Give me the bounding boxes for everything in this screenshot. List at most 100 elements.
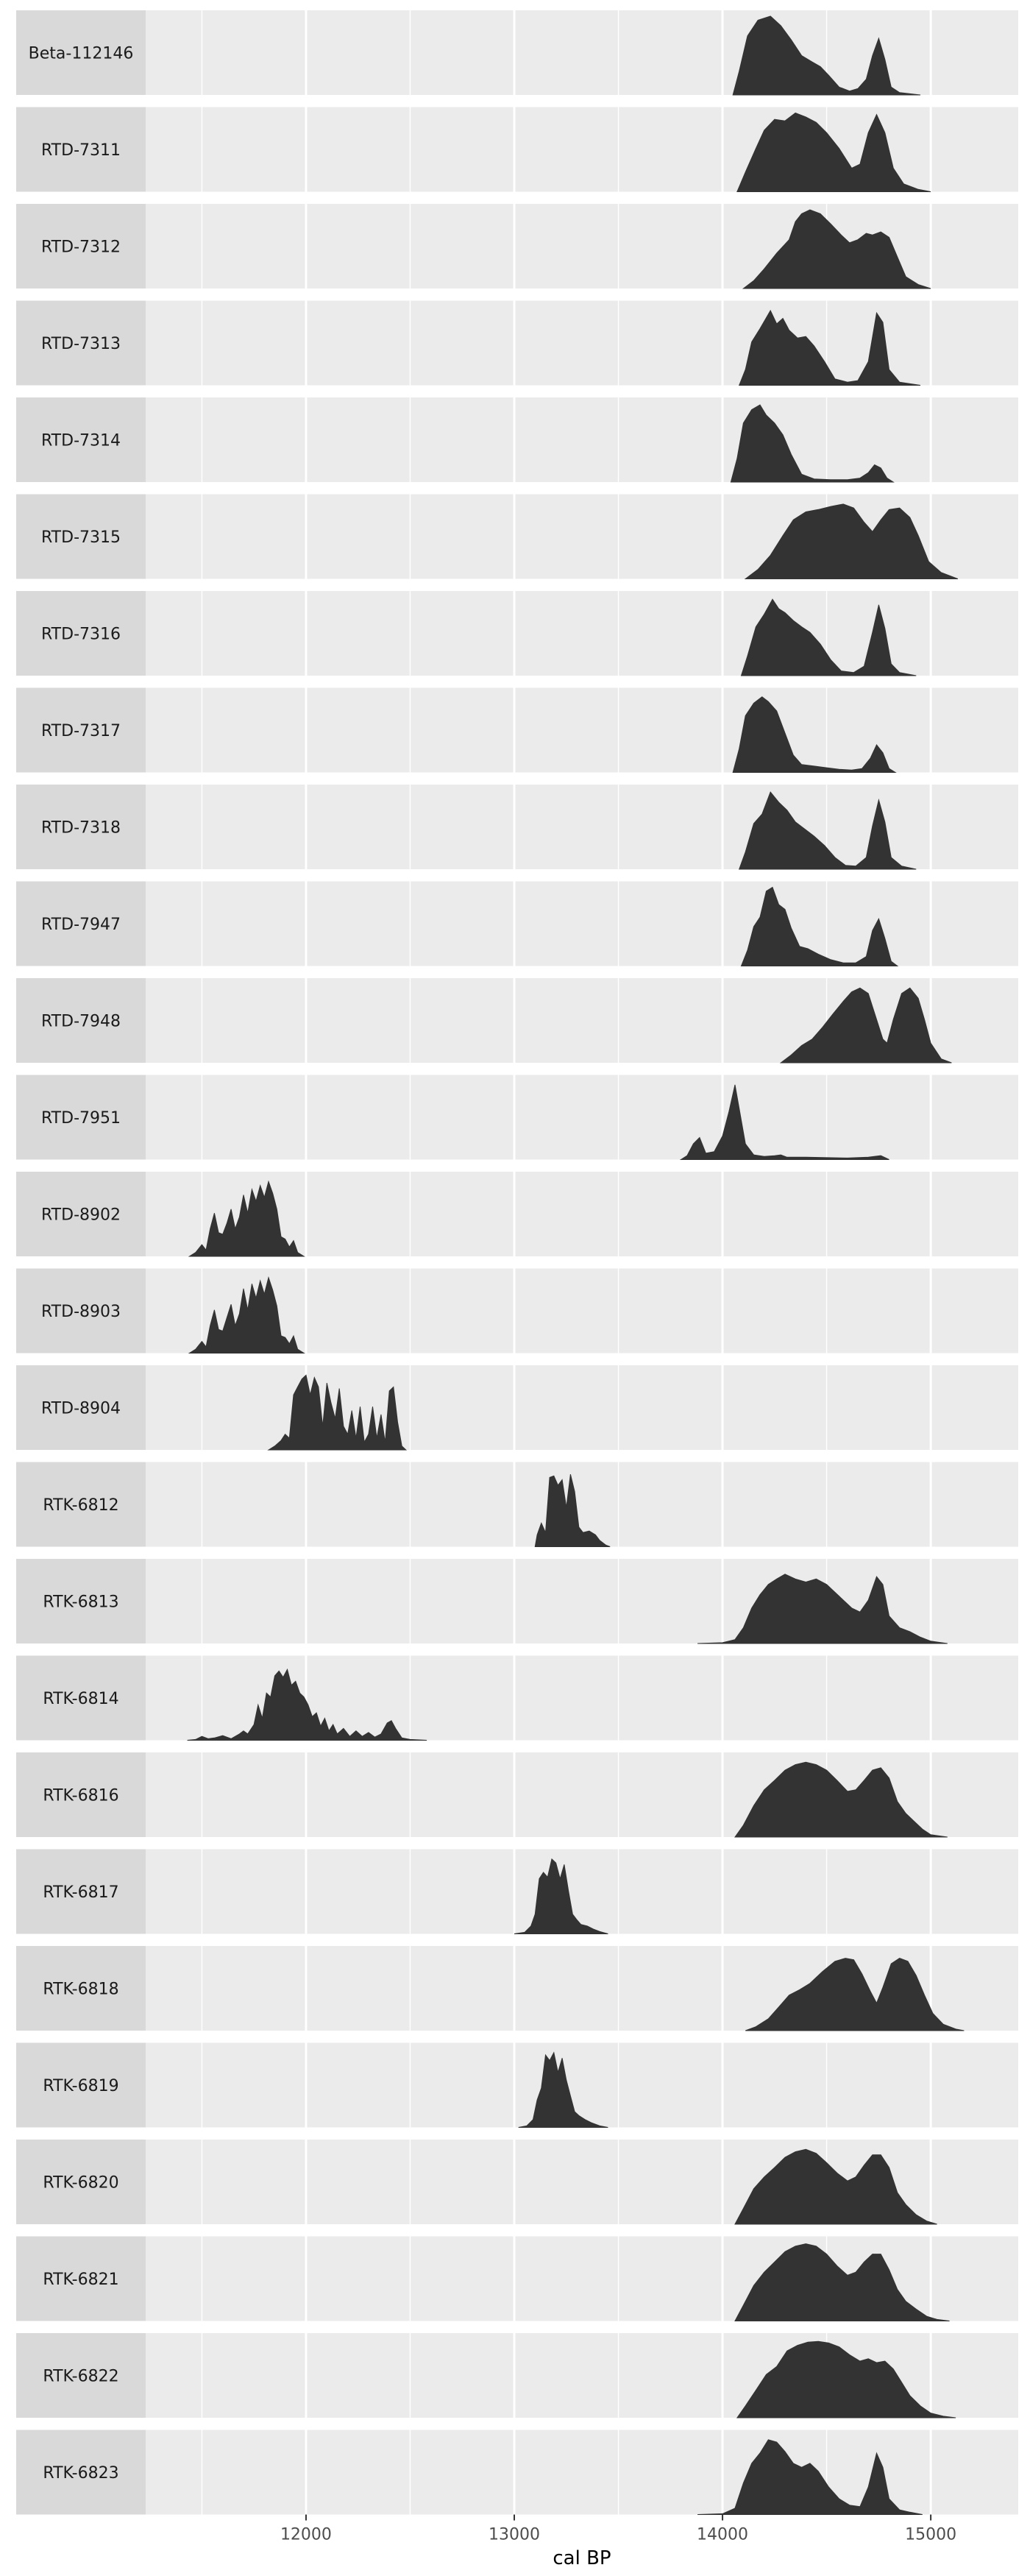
density-area [514, 1858, 608, 1934]
facet-strip [16, 2236, 146, 2321]
facet-row: RTD-8903 [16, 1268, 1018, 1354]
facet-row: RTK-6816 [16, 1752, 1018, 1838]
facet-strip [16, 1849, 146, 1934]
facet-row: RTK-6820 [16, 2140, 1018, 2225]
facet-panels: Beta-112146 RTD-7311 RTD-7312 RTD-7313 RTD-7… [16, 10, 1018, 2515]
facet-strip [16, 785, 146, 869]
density-area [534, 1473, 611, 1547]
density-area [742, 209, 931, 289]
facet-strip [16, 2140, 146, 2224]
density-area [736, 2340, 956, 2418]
facet-label: RTK-6812 [43, 1496, 118, 1515]
facet-strip [16, 687, 146, 773]
facet-row: RTD-7312 [16, 204, 1018, 289]
facet-strip [16, 1655, 146, 1741]
facet-label: RTD-7318 [41, 819, 121, 838]
x-tick-label: 14000 [697, 2526, 748, 2544]
facet-strip [16, 1268, 146, 1354]
x-tick-label: 12000 [280, 2526, 332, 2544]
density-area [734, 1761, 948, 1838]
facet-row: RTK-6819 [16, 2042, 1018, 2128]
facet-strip [16, 1752, 146, 1837]
facet-strip [16, 1365, 146, 1450]
facet-row: RTK-6822 [16, 2333, 1018, 2418]
facet-label: RTD-7948 [41, 1013, 121, 1031]
facet-row: RTK-6817 [16, 1849, 1018, 1934]
facet-label: RTK-6823 [43, 2464, 118, 2483]
facet-row: RTK-6818 [16, 1946, 1018, 2031]
facet-row: RTD-7314 [16, 397, 1018, 483]
density-area [187, 1668, 427, 1741]
density-area [744, 503, 959, 579]
facet-row: RTD-7311 [16, 107, 1018, 192]
density-area [697, 1574, 948, 1644]
facet-row: RTD-8904 [16, 1365, 1018, 1451]
facet-label: RTD-7313 [41, 335, 121, 353]
density-area [697, 2439, 923, 2515]
facet-label: RTK-6820 [43, 2174, 118, 2193]
facet-strip [16, 2430, 146, 2515]
facet-panel [146, 1849, 1018, 1934]
facet-panel [146, 1268, 1018, 1354]
density-area [734, 2243, 950, 2321]
facet-strip [16, 1462, 146, 1547]
facet-row: RTD-7948 [16, 978, 1018, 1064]
facet-panel [146, 687, 1018, 773]
facet-label: RTD-7314 [41, 432, 121, 450]
facet-strip [16, 10, 146, 95]
facet-strip [16, 494, 146, 579]
facet-row: RTD-7947 [16, 881, 1018, 966]
density-area [188, 1180, 305, 1257]
facet-label: RTD-7947 [41, 916, 121, 934]
facet-panel [146, 1172, 1018, 1256]
facet-label: RTD-8904 [41, 1400, 121, 1418]
facet-panel [146, 2042, 1018, 2128]
density-area [740, 886, 899, 966]
density-area [732, 696, 897, 773]
facet-row: RTD-7315 [16, 494, 1018, 579]
facet-row: RTK-6823 [16, 2430, 1018, 2515]
facet-row: RTK-6813 [16, 1559, 1018, 1644]
x-axis-title: cal BP [553, 2547, 611, 2569]
facet-strip [16, 881, 146, 966]
facet-label: RTK-6816 [43, 1787, 118, 1805]
x-tick-label: 13000 [489, 2526, 540, 2544]
facet-row: RTD-7951 [16, 1075, 1018, 1160]
facet-label: Beta-112146 [29, 45, 134, 63]
density-area [730, 404, 895, 483]
density-area [745, 1958, 965, 2031]
facet-row: RTK-6812 [16, 1462, 1018, 1547]
facet-label: RTK-6819 [43, 2077, 118, 2095]
facet-row: RTD-7318 [16, 785, 1018, 870]
x-axis: 12000 13000 14000 15000 [280, 2514, 956, 2544]
density-area [679, 1084, 889, 1160]
facet-row: Beta-112146 [16, 10, 1018, 96]
facet-label: RTD-7311 [41, 141, 121, 160]
facet-label: RTD-8903 [41, 1303, 121, 1321]
density-area [736, 112, 931, 192]
facet-panel [146, 1365, 1018, 1450]
facet-label: RTD-7317 [41, 722, 121, 740]
facet-strip [16, 591, 146, 676]
density-area [734, 2148, 937, 2225]
facet-strip [16, 1075, 146, 1160]
facet-strip [16, 978, 146, 1063]
density-area [518, 2051, 608, 2128]
density-area [188, 1276, 305, 1354]
facet-strip [16, 397, 146, 482]
facet-strip [16, 1559, 146, 1643]
density-area [779, 987, 952, 1064]
facet-row: RTK-6821 [16, 2236, 1018, 2321]
facet-strip [16, 1946, 146, 2031]
density-area [740, 598, 917, 676]
facet-strip [16, 107, 146, 192]
facet-strip [16, 204, 146, 289]
facet-row: RTD-7317 [16, 687, 1018, 773]
facet-row: RTK-6814 [16, 1655, 1018, 1741]
x-tick-label: 15000 [905, 2526, 956, 2544]
facet-label: RTD-7315 [41, 528, 121, 547]
facet-row: RTD-7313 [16, 300, 1018, 386]
facet-label: RTD-7312 [41, 238, 121, 257]
facet-label: RTK-6821 [43, 2271, 118, 2289]
facet-strip [16, 1172, 146, 1256]
